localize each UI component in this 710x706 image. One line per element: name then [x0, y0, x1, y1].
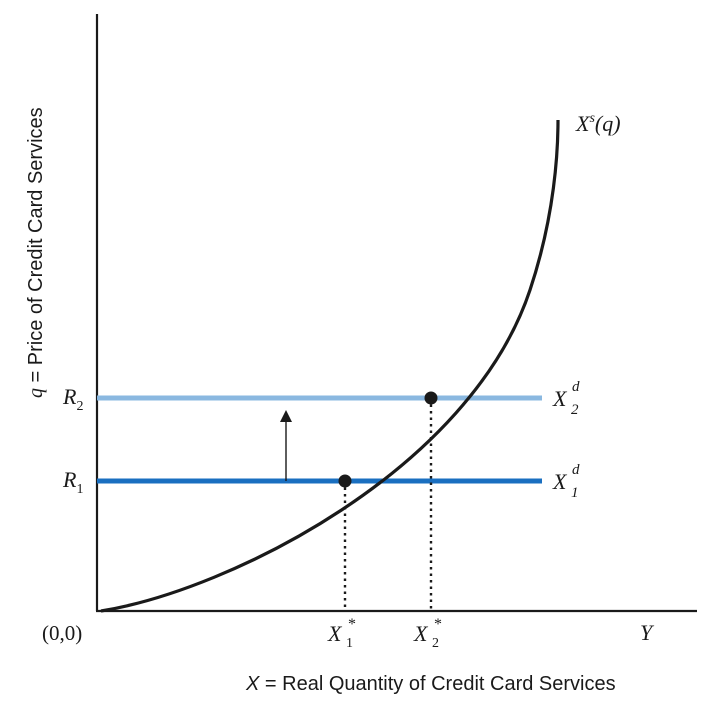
eq2-sub: 2	[432, 636, 439, 651]
x-axis-title: X = Real Quantity of Credit Card Service…	[245, 673, 616, 695]
r1-label: R1	[62, 467, 83, 497]
eq1-label: X	[327, 621, 343, 646]
demand1-sub: 1	[571, 485, 579, 501]
eq1-sup: *	[348, 616, 356, 633]
demand2-sup: d	[572, 379, 580, 395]
x-axis-end-label: Y	[640, 620, 655, 645]
supply-curve	[100, 119, 560, 613]
equilibrium-point-1	[338, 474, 352, 488]
y-axis-title: q = Price of Credit Card Services	[25, 107, 47, 398]
supply-curve-label: Xs(q)	[575, 111, 621, 136]
equilibrium-point-2	[424, 391, 438, 405]
demand1-sup: d	[572, 462, 580, 478]
origin-label: (0,0)	[42, 621, 82, 645]
eq2-sup: *	[434, 616, 442, 633]
shift-arrow-head	[280, 410, 292, 422]
demand2-label: X	[552, 386, 568, 411]
eq2-label: X	[413, 621, 429, 646]
r2-label: R2	[62, 384, 83, 414]
demand1-label: X	[552, 469, 568, 494]
demand2-sub: 2	[571, 402, 579, 418]
eq1-sub: 1	[346, 636, 353, 651]
